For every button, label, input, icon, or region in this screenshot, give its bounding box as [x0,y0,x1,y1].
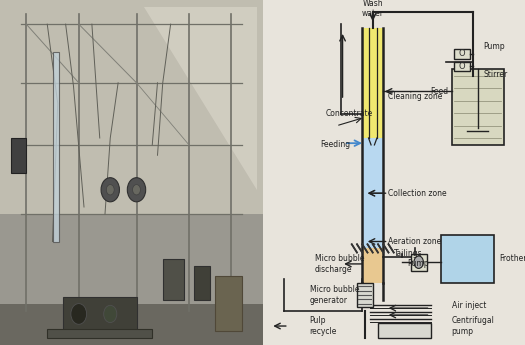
Circle shape [414,256,423,268]
Bar [163,259,184,300]
Bar [0,214,262,304]
Bar [357,283,373,307]
Text: O: O [459,49,465,58]
Text: Pump: Pump [483,42,505,51]
Text: Feeding: Feeding [320,140,350,149]
Bar [452,69,504,145]
Text: Air inject: Air inject [452,301,486,310]
Bar [411,254,426,271]
Text: Concentrate: Concentrate [326,109,373,118]
Circle shape [104,305,117,323]
Bar [0,0,262,214]
Bar [454,62,470,71]
Text: Tailings: Tailings [394,249,423,258]
Text: Feed: Feed [430,87,449,96]
Bar [215,276,242,331]
Polygon shape [144,7,257,190]
Bar [47,329,152,338]
Bar [378,323,430,338]
Bar [441,235,494,283]
Text: Wash
water: Wash water [362,0,384,18]
Bar [63,297,136,331]
Bar [362,248,383,283]
Bar [194,266,210,300]
Circle shape [106,185,114,195]
Bar [454,49,470,59]
Text: Frother: Frother [499,254,525,263]
Circle shape [127,178,146,202]
Text: Stirrer: Stirrer [483,70,507,79]
Text: Centrifugal
pump: Centrifugal pump [452,316,495,336]
Text: Micro bubble
discharge: Micro bubble discharge [315,254,364,274]
Text: Pump: Pump [407,259,428,268]
Bar [362,28,383,138]
Text: Pulp
recycle: Pulp recycle [310,316,337,336]
Circle shape [132,185,141,195]
Circle shape [71,304,87,324]
Bar [10,138,26,172]
Text: Collection zone: Collection zone [388,189,447,198]
Text: Micro bubble
generator: Micro bubble generator [310,285,359,305]
Text: O: O [459,62,465,71]
Bar [0,304,262,345]
Circle shape [101,178,120,202]
Text: Aeration zone: Aeration zone [388,237,442,246]
Bar [52,52,59,241]
Text: Cleaning zone: Cleaning zone [388,92,443,101]
Bar [362,138,383,248]
